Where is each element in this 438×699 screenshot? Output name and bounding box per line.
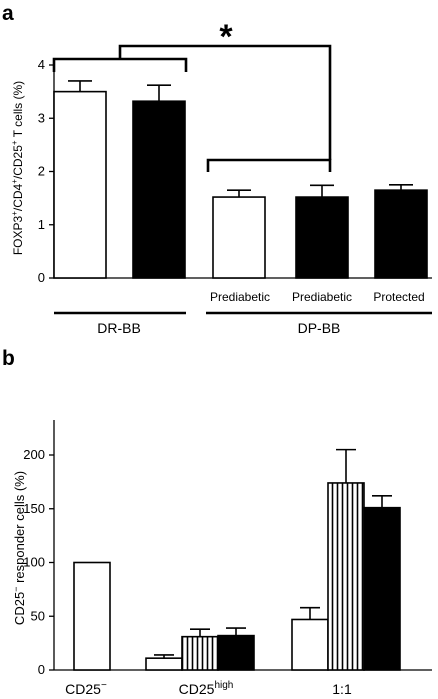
- bar-g2-b2: [181, 635, 219, 671]
- panel-a-label: a: [2, 2, 14, 25]
- category-label-cd25-high: CD25high: [179, 680, 234, 697]
- panel-b-bars: [73, 448, 401, 671]
- y-tick-label: 150: [23, 501, 45, 516]
- panel-a-y-ticks: 0 1 2 3 4: [38, 57, 54, 285]
- y-tick-label: 2: [38, 164, 45, 179]
- y-tick-label: 100: [23, 555, 45, 570]
- bar-g1-b1: [73, 561, 111, 671]
- bar-g2-b3: [217, 634, 255, 671]
- significance-bracket: [52, 44, 332, 172]
- bar-g3-b2: [327, 482, 365, 671]
- panel-b-label: b: [2, 347, 15, 370]
- significance-star: *: [219, 18, 233, 56]
- y-tick-label: 50: [31, 608, 45, 623]
- sublabel-prediabetic-1: Prediabetic: [210, 290, 270, 304]
- bar-g2-b1: [212, 196, 266, 279]
- y-tick-label: 1: [38, 217, 45, 232]
- bar-g2-b2: [295, 196, 349, 279]
- y-tick-label: 0: [38, 270, 45, 285]
- category-label-1-1: 1:1: [332, 681, 352, 697]
- bar-g2-b1: [145, 657, 183, 671]
- group-label-dr-bb: DR-BB: [97, 320, 141, 336]
- bar-g2-b3: [374, 189, 428, 279]
- sublabel-prediabetic-2: Prediabetic: [292, 290, 352, 304]
- bar-g3-b1: [291, 618, 329, 671]
- y-tick-label: 0: [38, 662, 45, 677]
- category-label-cd25-neg: CD25−: [65, 680, 107, 697]
- bar-g3-b3: [363, 506, 401, 671]
- panel-b-y-ticks: 0 50 100 150 200: [23, 447, 54, 677]
- y-tick-label: 200: [23, 447, 45, 462]
- y-tick-label: 4: [38, 57, 45, 72]
- group-label-dp-bb: DP-BB: [298, 320, 341, 336]
- panel-a-y-label: FOXP3+/CD4+/CD25+ T cells (%): [10, 81, 25, 255]
- sublabel-protected: Protected: [373, 290, 424, 304]
- bar-g1-b1: [53, 90, 107, 279]
- bar-g1-b2: [132, 100, 186, 279]
- panel-a-bars: [53, 80, 428, 279]
- y-tick-label: 3: [38, 110, 45, 125]
- panel-b-y-label: CD25− responder cells (%): [11, 471, 27, 625]
